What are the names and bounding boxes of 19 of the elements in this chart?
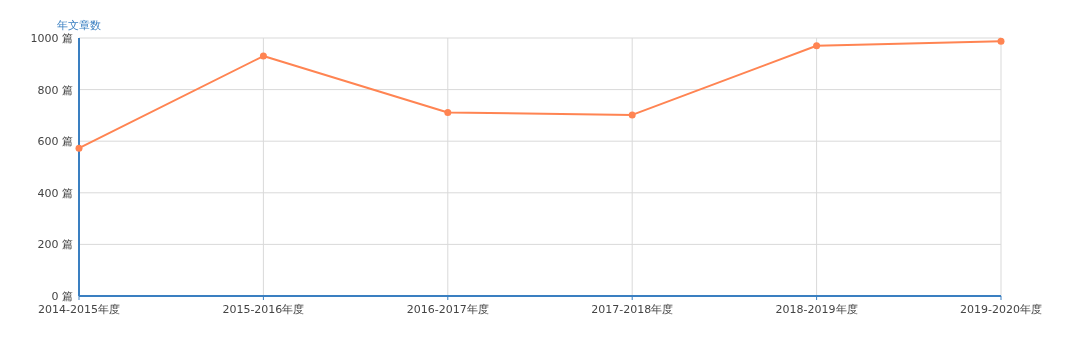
y-tick-label: 200 篇 [37, 238, 73, 252]
x-tick-label: 2014-2015年度 [38, 303, 120, 316]
point [75, 144, 83, 152]
y-axis-title: 年文章数 [57, 19, 101, 32]
x-tick-label: 2017-2018年度 [591, 303, 674, 316]
point [628, 111, 636, 119]
x-tick-label: 2015-2016年度 [222, 303, 305, 316]
y-tick-label: 0 篇 [51, 290, 73, 303]
point [813, 42, 821, 50]
point [259, 52, 267, 60]
y-tick-label: 1000 篇 [30, 32, 73, 45]
y-tick-label: 800 篇 [37, 83, 73, 97]
point [997, 37, 1005, 45]
y-tick-label: 600 篇 [37, 135, 73, 149]
y-tick-label: 400 篇 [37, 186, 73, 200]
x-tick-label: 2016-2017年度 [406, 303, 489, 316]
x-tick-label: 2018-2019年度 [775, 303, 858, 316]
x-tick-label: 2019-2020年度 [960, 303, 1042, 316]
point [444, 109, 452, 117]
